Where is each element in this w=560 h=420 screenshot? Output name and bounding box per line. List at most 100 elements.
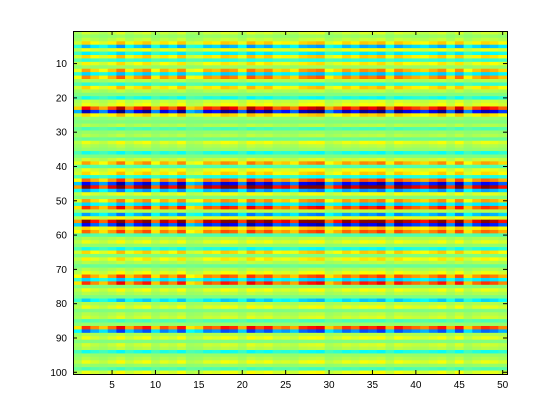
heatmap-cell — [194, 257, 204, 262]
heatmap-cell — [73, 51, 83, 56]
heatmap-cell — [437, 370, 447, 375]
heatmap-cell — [428, 343, 438, 347]
heatmap-cell — [411, 151, 421, 155]
heatmap-cell — [220, 154, 230, 159]
heatmap-cell — [385, 65, 395, 70]
heatmap-cell — [420, 339, 430, 344]
heatmap-cell — [237, 212, 247, 217]
heatmap-cell — [359, 48, 369, 52]
heatmap-cell — [203, 243, 213, 248]
heatmap-cell — [394, 229, 404, 234]
heatmap-cell — [385, 367, 395, 371]
heatmap-cell — [263, 325, 274, 330]
heatmap-cell — [151, 85, 161, 90]
heatmap-cell — [168, 257, 178, 262]
heatmap-cell — [411, 363, 421, 368]
heatmap-cell — [107, 151, 117, 155]
heatmap-cell — [107, 216, 117, 221]
heatmap-cell — [142, 247, 152, 251]
heatmap-cell — [472, 89, 482, 94]
heatmap-cell — [446, 61, 456, 66]
heatmap-cell — [229, 295, 239, 299]
heatmap-cell — [498, 260, 508, 265]
heatmap-cell — [159, 301, 169, 306]
heatmap-cell — [402, 41, 412, 46]
heatmap-cell — [498, 202, 508, 207]
heatmap-cell — [498, 223, 508, 227]
heatmap-cell — [90, 253, 100, 258]
heatmap-cell — [151, 61, 161, 66]
heatmap-cell — [307, 271, 317, 275]
heatmap-cell — [411, 216, 421, 221]
heatmap-cell — [350, 44, 360, 49]
heatmap-cell — [368, 154, 378, 159]
heatmap-cell — [255, 116, 265, 121]
heatmap-cell — [350, 363, 360, 368]
heatmap-cell — [472, 103, 482, 107]
heatmap-cell — [454, 147, 464, 152]
heatmap-cell — [281, 298, 291, 303]
heatmap-cell — [281, 343, 291, 347]
heatmap-cell — [307, 257, 317, 262]
heatmap-cell — [246, 137, 256, 142]
heatmap-cell — [255, 144, 265, 149]
heatmap-cell — [203, 137, 213, 142]
heatmap-cell — [255, 65, 265, 70]
heatmap-cell — [116, 284, 126, 289]
heatmap-cell — [272, 185, 282, 190]
heatmap-cell — [272, 130, 282, 135]
heatmap-cell — [203, 116, 213, 121]
heatmap-cell — [368, 209, 378, 214]
heatmap-cell — [454, 226, 464, 231]
heatmap-cell — [194, 205, 204, 210]
heatmap-cell — [463, 298, 473, 303]
heatmap-cell — [125, 151, 135, 155]
heatmap-cell — [255, 257, 265, 262]
heatmap-cell — [211, 109, 221, 114]
heatmap-cell — [489, 34, 499, 39]
heatmap-cell — [376, 171, 386, 176]
heatmap-cell — [73, 308, 83, 313]
heatmap-cell — [411, 34, 421, 39]
heatmap-cell — [307, 82, 317, 87]
heatmap-cell — [142, 154, 152, 159]
heatmap-cell — [498, 171, 508, 176]
heatmap-cell — [237, 209, 247, 214]
heatmap-cell — [359, 41, 369, 46]
heatmap-cell — [90, 175, 100, 179]
heatmap-cell — [229, 339, 239, 344]
heatmap-cell — [333, 61, 343, 66]
heatmap-cell — [229, 75, 239, 80]
heatmap-cell — [420, 212, 430, 217]
heatmap-cell — [446, 243, 456, 248]
heatmap-cell — [237, 99, 247, 104]
heatmap-cell — [333, 96, 343, 100]
heatmap-cell — [342, 312, 352, 317]
heatmap-cell — [246, 72, 256, 76]
heatmap-cell — [385, 298, 395, 303]
heatmap-cell — [133, 199, 143, 203]
heatmap-cell — [342, 147, 352, 152]
heatmap-cell — [177, 346, 187, 351]
heatmap-cell — [359, 312, 369, 317]
heatmap-cell — [489, 295, 499, 299]
heatmap-cell — [298, 291, 308, 296]
heatmap-cell — [263, 329, 274, 334]
heatmap-cell — [290, 274, 300, 279]
heatmap-cell — [394, 34, 404, 39]
heatmap-cell — [463, 89, 473, 94]
heatmap-cell — [350, 325, 360, 330]
heatmap-cell — [255, 55, 265, 59]
heatmap-cell — [125, 360, 135, 365]
heatmap-cell — [90, 353, 100, 358]
heatmap-cell — [177, 363, 187, 368]
heatmap-cell — [177, 281, 187, 286]
heatmap-cell — [255, 360, 265, 365]
heatmap-cell — [220, 106, 230, 111]
heatmap-cell — [394, 343, 404, 347]
heatmap-cell — [229, 151, 239, 155]
heatmap-cell — [255, 58, 265, 63]
heatmap-cell — [385, 202, 395, 207]
heatmap-cell — [333, 257, 343, 262]
heatmap-cell — [159, 250, 169, 255]
